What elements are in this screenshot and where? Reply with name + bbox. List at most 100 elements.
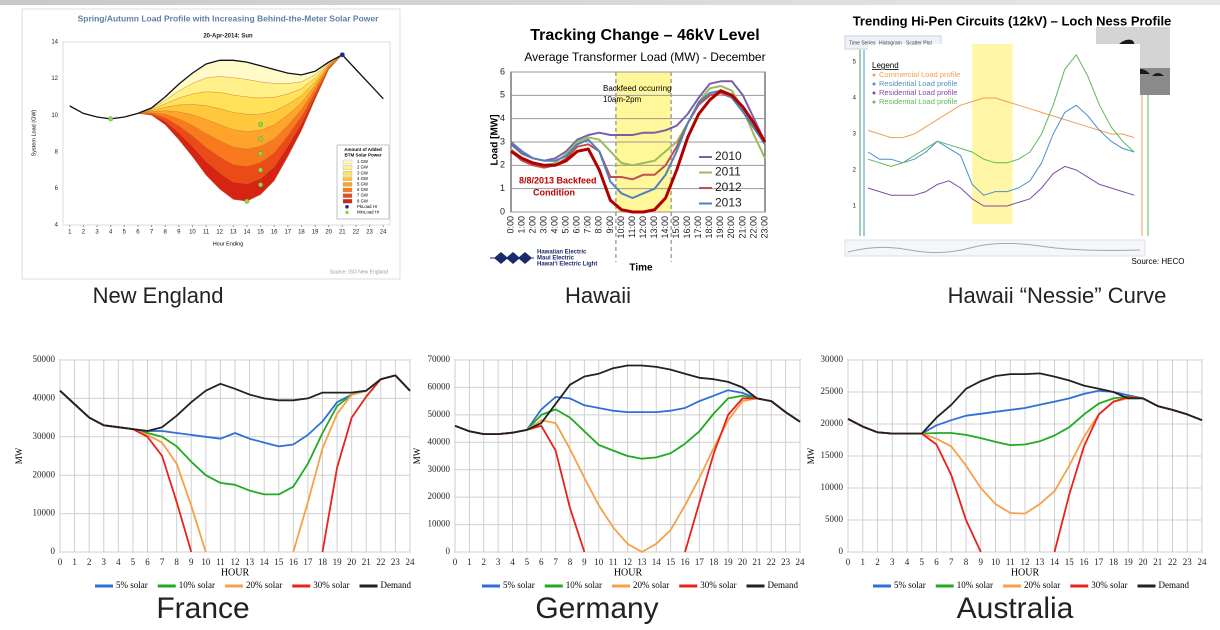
caption: Hawaii (565, 283, 631, 308)
legend-label: 4 GW (357, 176, 369, 181)
x-tick-label: 1 (861, 557, 866, 567)
legend-swatch (873, 83, 876, 86)
x-tick-label: 24 (796, 557, 806, 567)
legend-title: BTM Solar Power (344, 153, 381, 158)
x-tick-label: 15 (1065, 557, 1075, 567)
y-tick-label: 20000 (821, 418, 844, 428)
x-tick-label: 1:00 (516, 216, 526, 234)
legend-label: 7 GW (357, 193, 369, 198)
marker (258, 137, 263, 142)
y-tick-label: 70000 (428, 354, 451, 364)
x-tick-label: 23 (391, 557, 401, 567)
legend-label: Residential Load profile (879, 97, 957, 106)
x-axis-label: HOUR (614, 567, 643, 578)
x-tick-label: 24 (380, 230, 387, 236)
annotation: Source: HECO (1132, 257, 1185, 266)
x-tick-label: 17:00 (693, 216, 703, 239)
y-tick-label: 4 (500, 113, 505, 123)
legend-label: 30% solar (313, 580, 349, 590)
chart-subtitle: Average Transformer Load (MW) - December (524, 50, 765, 64)
x-tick-label: 21 (339, 230, 346, 236)
legend-label: 1 GW (357, 159, 369, 164)
x-tick-label: 0:00 (505, 216, 515, 234)
y-tick-label: 0 (446, 546, 451, 556)
x-tick-label: 11 (609, 557, 618, 567)
legend-swatch (343, 171, 352, 175)
x-tick-label: 23:00 (759, 216, 769, 239)
x-tick-label: 16 (1080, 557, 1090, 567)
x-tick-label: 17 (303, 557, 313, 567)
y-tick-label: 12 (51, 76, 58, 82)
x-tick-label: 6 (539, 557, 544, 567)
marker (258, 151, 263, 156)
marker (258, 182, 263, 187)
x-tick-label: 9 (189, 557, 194, 567)
x-tick-label: 22 (376, 557, 385, 567)
y-tick-label: 5 (853, 60, 857, 66)
legend-label: 30% solar (700, 580, 736, 590)
x-tick-label: 12 (216, 230, 223, 236)
y-axis-label: MW (412, 447, 422, 464)
x-tick-label: 14 (1050, 557, 1060, 567)
caption: France (156, 592, 249, 625)
y-tick-label: 30000 (428, 464, 451, 474)
y-tick-label: 10000 (428, 519, 451, 529)
x-tick-label: 11:00 (627, 216, 637, 238)
x-tick-label: 16:00 (682, 216, 692, 239)
x-tick-label: 15:00 (671, 216, 681, 239)
legend-title: Legend (872, 61, 899, 70)
x-tick-label: 4:00 (550, 216, 560, 234)
y-tick-label: 20000 (428, 491, 451, 501)
caption: New England (93, 283, 224, 308)
x-tick-label: 20 (1139, 557, 1149, 567)
legend-swatch (343, 166, 352, 170)
x-tick-label: 7 (160, 557, 165, 567)
x-tick-label: 3 (890, 557, 895, 567)
x-tick-label: 0 (453, 557, 458, 567)
chart-subtitle: 20-Apr-2014: Sun (203, 34, 253, 40)
highlight-band (972, 44, 1013, 224)
y-tick-label: 6 (500, 66, 505, 76)
x-tick-label: 18 (298, 230, 305, 236)
y-axis-label: MW (14, 447, 24, 464)
x-axis-label: HOUR (221, 567, 250, 578)
legend-swatch (343, 160, 352, 164)
x-tick-label: 7:00 (583, 216, 593, 234)
x-tick-label: 22 (767, 557, 776, 567)
legend-label: Commercial Load profile (879, 70, 960, 79)
legend-label: 20% solar (246, 580, 282, 590)
x-tick-label: 19 (333, 557, 343, 567)
x-tick-label: 2:00 (527, 216, 537, 234)
x-tick-label: 13 (230, 230, 237, 236)
legend-label: 10% solar (179, 580, 215, 590)
legend-label: Demand (381, 580, 412, 590)
y-tick-label: 4 (853, 96, 857, 102)
legend-label: PkLoad Hr (357, 204, 378, 209)
legend-swatch (345, 211, 349, 215)
y-tick-label: 14 (51, 40, 58, 46)
x-tick-label: 13 (245, 557, 255, 567)
legend-label: Residential Load profile (879, 88, 957, 97)
slide: Spring/Autumn Load Profile with Increasi… (0, 0, 1220, 630)
annotation: Backfeed occurring (603, 84, 671, 93)
legend-label: 10% solar (566, 580, 602, 590)
y-tick-label: 40000 (428, 436, 451, 446)
x-tick-label: 14 (260, 557, 270, 567)
x-tick-label: 24 (1198, 557, 1208, 567)
x-tick-label: 12 (1021, 557, 1030, 567)
y-tick-label: 0 (51, 546, 56, 556)
x-tick-label: 5 (131, 557, 136, 567)
y-tick-label: 5 (500, 90, 505, 100)
legend-label: 5% solar (116, 580, 148, 590)
y-axis-label: Load [MW] (490, 114, 501, 165)
x-tick-label: 17 (284, 230, 291, 236)
annotation: Histogram (879, 40, 902, 46)
x-tick-label: 23 (1183, 557, 1193, 567)
legend-label: 8 GW (357, 198, 369, 203)
x-tick-label: 3:00 (539, 216, 549, 234)
top-bar (0, 0, 1220, 5)
x-tick-label: 21:00 (737, 216, 747, 239)
x-tick-label: 18 (318, 557, 328, 567)
annotation: Source: ISO New England (330, 269, 389, 275)
x-tick-label: 23 (781, 557, 791, 567)
